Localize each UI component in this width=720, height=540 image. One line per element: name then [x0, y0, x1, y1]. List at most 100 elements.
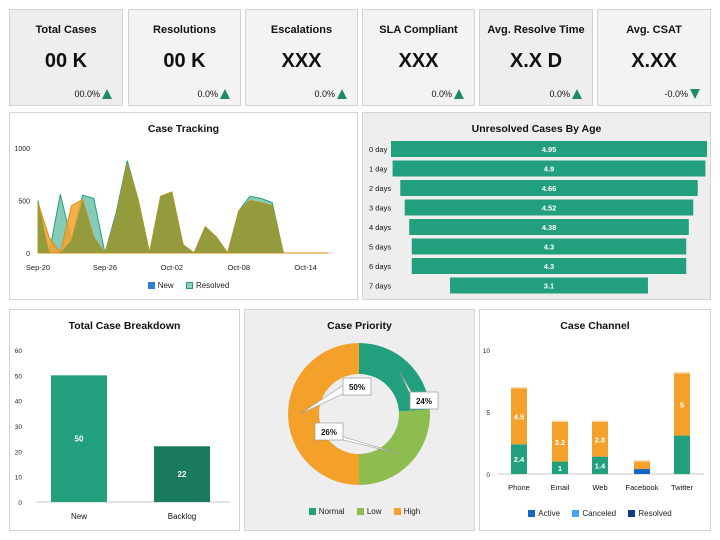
channel-legend: Active Canceled Resolved	[480, 509, 710, 518]
breakdown-category-label-1: Backlog	[168, 512, 196, 521]
age-bar-7	[450, 277, 648, 294]
x-tick-label-2: Oct-02	[161, 263, 184, 272]
legend-low-label: Low	[366, 507, 382, 516]
channel-bar-cap-2	[592, 420, 608, 422]
breakdown-chart: 0 10 20 30 40 50 60 50 New 22 Backlog	[15, 348, 230, 521]
age-bar-1	[392, 160, 706, 177]
legend-high-swatch	[393, 508, 401, 516]
channel-bar-cap-4	[674, 372, 690, 374]
channel-bar-twitter-seg-1	[674, 373, 690, 436]
y-tick-label-6: 60	[15, 348, 23, 355]
channel-bar-label-twitter-1: 5	[680, 401, 684, 410]
age-bar-label-7: 3.1	[544, 282, 554, 291]
y-tick-label-5: 50	[15, 373, 23, 380]
channel-bar-cap-1	[552, 420, 568, 422]
legend-resolved-label: Resolved	[195, 281, 230, 290]
unresolved-chart: 0 day 4.95 1 day 4.9 2 days 4.66 3 days 4.52 4 d…	[369, 141, 707, 294]
kpi-card-2: Resolutions 00 K 0.0%	[128, 9, 241, 106]
priority-legend: Normal Low High	[245, 507, 474, 516]
channel-bar-web-seg-1	[592, 421, 608, 457]
kpi-title: Escalations	[270, 24, 333, 36]
kpi-title: Avg. Resolve Time	[487, 24, 585, 36]
age-bar-label-5: 4.3	[544, 243, 554, 252]
kpi-card-6: Avg. CSAT X.XX -0.0%	[597, 9, 711, 106]
case-tracking-legend: New Resolved	[10, 281, 357, 290]
kpi-title: Total Cases	[35, 24, 97, 36]
kpi-change: 0.0%	[549, 89, 582, 99]
priority-slice-label-0: 24%	[416, 397, 432, 406]
priority-title: Case Priority	[327, 320, 392, 332]
channel-chart: 0 5 10 2.4 4.5 Phone 1 3.2 Email 1.4 2.8 Web Faceboo…	[483, 348, 704, 492]
channel-bar-facebook-seg-1	[634, 461, 650, 470]
legend-canceled-label: Canceled	[582, 509, 617, 518]
channel-category-label-2: Web	[592, 483, 607, 492]
x-tick-label-0: Sep-20	[26, 263, 50, 272]
legend-new-swatch	[147, 282, 155, 290]
breakdown-category-label-0: New	[71, 512, 87, 521]
channel-bar-label-phone-1: 4.5	[514, 412, 524, 421]
y-tick-label-2: 20	[15, 449, 23, 456]
priority-slice-low	[359, 409, 430, 485]
kpi-value: XXX	[398, 50, 439, 72]
y-tick-label-1: 10	[15, 475, 23, 482]
age-bar-label-3: 4.52	[542, 204, 557, 213]
y-tick-label-1: 500	[18, 199, 30, 206]
kpi-card-5: Avg. Resolve Time X.X D 0.0%	[479, 9, 593, 106]
callout-box-2	[342, 377, 372, 396]
priority-slice-label-1: 26%	[321, 428, 337, 437]
trend-up-icon	[572, 89, 582, 99]
age-bar-label-4: 4.38	[542, 223, 557, 232]
kpi-change: 0.0%	[431, 89, 464, 99]
age-bar-3	[404, 199, 694, 216]
channel-bar-facebook-seg-0	[634, 469, 650, 474]
legend-new-label: New	[157, 281, 174, 290]
legend-resolved-swatch	[185, 282, 193, 290]
age-category-label-2: 2 days	[369, 184, 391, 193]
age-category-label-5: 5 days	[369, 243, 391, 252]
kpi-title: Avg. CSAT	[626, 24, 682, 36]
age-category-label-4: 4 days	[369, 223, 391, 232]
age-category-label-0: 0 day	[369, 145, 388, 154]
legend-high-label: High	[403, 507, 421, 516]
channel-bar-web-seg-0	[592, 456, 608, 474]
age-category-label-3: 3 days	[369, 204, 391, 213]
kpi-value: X.X D	[509, 50, 563, 72]
age-bar-label-2: 4.66	[542, 184, 557, 193]
priority-chart: 24% 26% 50%	[288, 343, 439, 485]
kpi-change-value: 0.0%	[431, 89, 452, 99]
trend-up-icon	[220, 89, 230, 99]
breakdown-bar-new	[51, 375, 107, 502]
channel-bar-label-email-0: 1	[558, 464, 562, 473]
channel-bar-label-web-0: 1.4	[595, 461, 606, 470]
kpi-title: Resolutions	[153, 24, 216, 36]
age-bar-4	[409, 219, 689, 235]
kpi-change: 0.0%	[197, 89, 230, 99]
priority-slice-label-2: 50%	[349, 383, 365, 392]
x-tick-label-1: Sep-26	[93, 263, 117, 272]
case-tracking-chart: 0 500 1000 Sep-20 Sep-26 Oct-02 Oct-08 Oct-14	[14, 146, 332, 272]
channel-bar-email-seg-1	[552, 421, 568, 462]
y-tick-label-0: 0	[18, 500, 22, 507]
unresolved-panel: Unresolved Cases By Age 0 day 4.95 1 day 4.…	[362, 112, 711, 300]
y-tick-label-1: 5	[486, 410, 490, 417]
y-tick-label-0: 0	[486, 472, 490, 479]
legend-active-label: Active	[538, 509, 561, 518]
trend-up-icon	[337, 89, 347, 99]
age-bar-label-0: 4.95	[542, 145, 557, 154]
channel-category-label-1: Email	[551, 483, 570, 492]
kpi-value: X.XX	[631, 50, 677, 72]
kpi-change-value: 0.0%	[314, 89, 335, 99]
channel-category-label-4: Twitter	[671, 483, 694, 492]
channel-panel: Case Channel 0 5 10 2.4 4.5 Phone 1 3.2 Email 1.4…	[479, 309, 711, 531]
trend-up-icon	[454, 89, 464, 99]
channel-title: Case Channel	[560, 320, 630, 332]
y-tick-label-2: 10	[483, 348, 491, 355]
legend-normal-label: Normal	[318, 507, 345, 516]
kpi-change: 0.0%	[314, 89, 347, 99]
breakdown-panel: Total Case Breakdown 0 10 20 30 40 50 60 50 New 2…	[9, 309, 240, 531]
callout-box-1	[314, 422, 344, 441]
channel-bar-cap-0	[511, 386, 527, 389]
kpi-change-value: 00.0%	[74, 89, 100, 99]
breakdown-title: Total Case Breakdown	[68, 320, 181, 332]
breakdown-bar-backlog	[154, 446, 210, 502]
